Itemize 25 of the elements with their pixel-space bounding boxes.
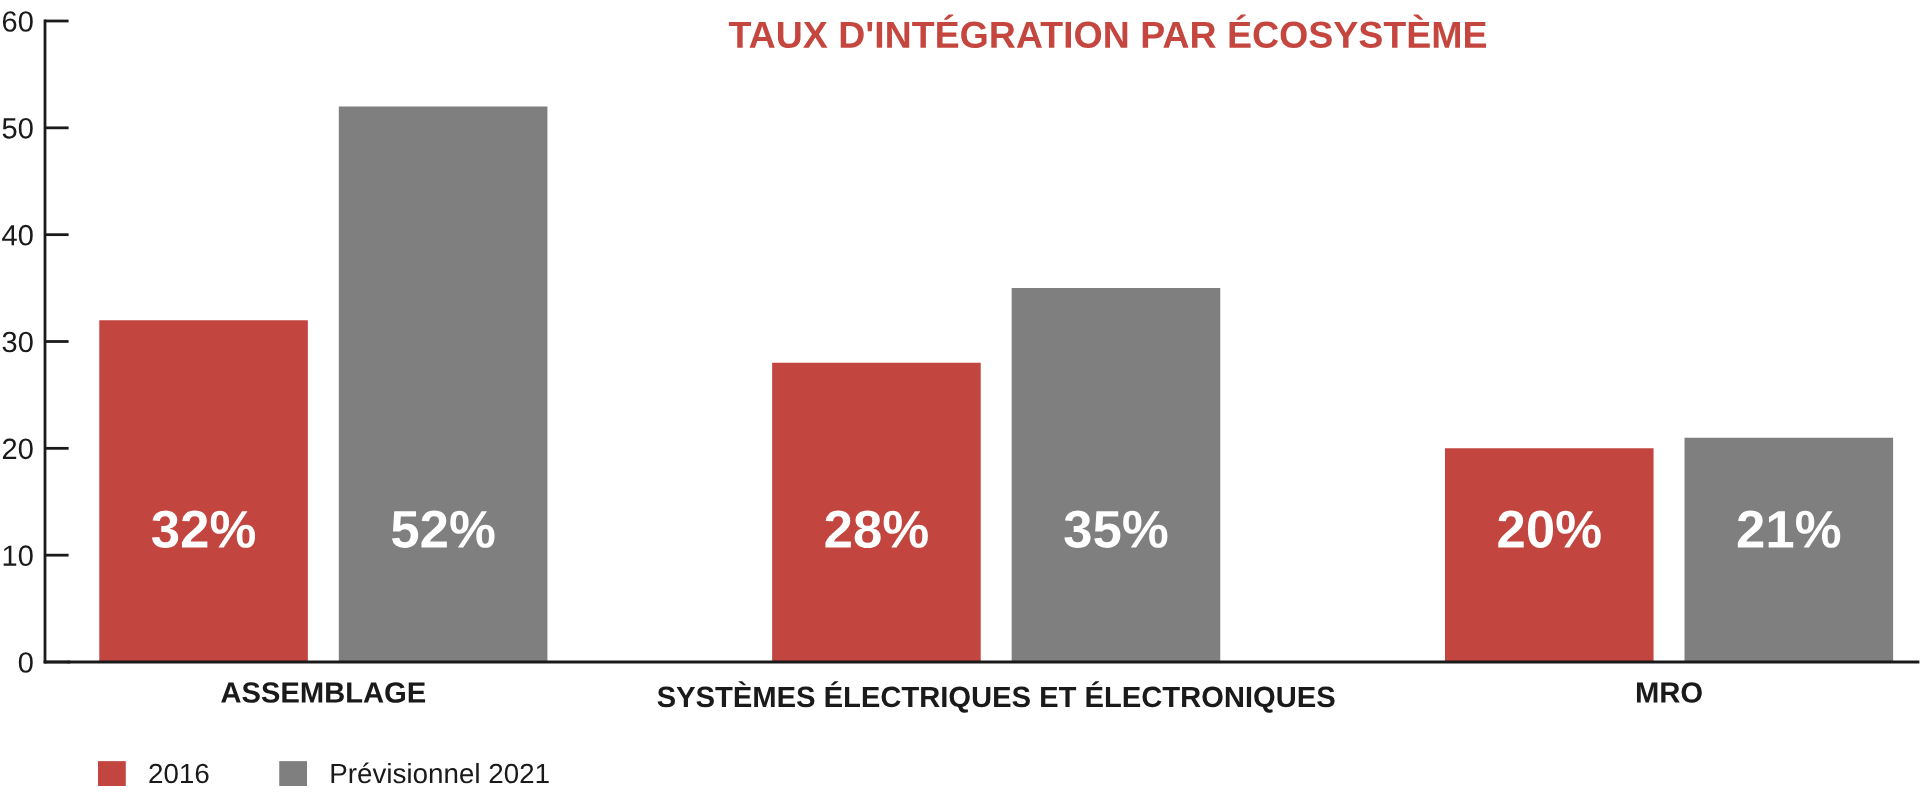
bar	[1011, 288, 1221, 662]
bar	[1684, 437, 1894, 662]
y-tick-label: 10	[3, 545, 33, 567]
data-label: 52%	[391, 510, 495, 548]
bar	[99, 320, 308, 662]
legend-label: 2016	[149, 763, 209, 784]
data-label: 21%	[1737, 510, 1841, 548]
chart-title: TAUX D'INTÉGRATION PAR ÉCOSYSTÈME	[728, 14, 1487, 49]
data-label: 32%	[151, 510, 255, 549]
y-tick-label: 30	[2, 331, 33, 353]
data-label: 28%	[825, 510, 928, 548]
y-tick-label: 40	[2, 224, 33, 246]
bar	[338, 106, 548, 662]
x-tick-label: SYSTÈMES ÉLECTRIQUES ET ÉLECTRONIQUES	[657, 681, 1335, 713]
bar	[772, 362, 981, 662]
y-tick-label: 0	[18, 652, 33, 673]
x-tick-label: ASSEMBLAGE	[221, 682, 426, 703]
legend-label: Prévisionnel 2021	[331, 762, 549, 784]
y-tick-label: 50	[2, 118, 33, 139]
y-tick-label: 20	[2, 438, 33, 460]
data-label: 35%	[1064, 510, 1168, 549]
data-label: 20%	[1498, 510, 1601, 548]
bar	[1444, 448, 1654, 662]
y-tick-label: 60	[2, 11, 33, 32]
x-tick-label: MRO	[1636, 682, 1702, 703]
